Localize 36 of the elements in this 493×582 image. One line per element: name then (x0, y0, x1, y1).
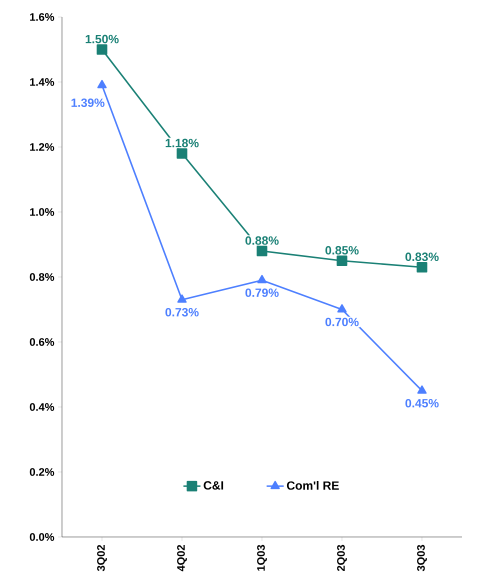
point (176, 148, 188, 159)
x-tick-label: 4Q02 (177, 544, 187, 572)
data-label: 1.18% (166, 138, 199, 148)
data-label: 0.73% (165, 308, 199, 316)
point (256, 246, 268, 256)
y-tick-label: 1.6% (30, 13, 54, 21)
data-label: 0.85% (325, 246, 359, 255)
x-tick-label: 2Q03 (337, 544, 347, 572)
data-label: 0.79% (245, 288, 279, 297)
y-tick-label: 1.2% (30, 143, 54, 151)
data-label: 0.88% (245, 236, 279, 245)
y-tick-label: 0.2% (30, 468, 54, 476)
x-tick-label: 3Q03 (417, 544, 427, 572)
y-tick-label: 0.0% (30, 533, 54, 541)
point (336, 255, 348, 266)
data-label: 1.50% (86, 34, 119, 44)
y-tick-label: 0.8% (30, 273, 54, 281)
y-tick-label: 1.4% (30, 78, 54, 86)
data-label: 1.39% (72, 98, 104, 107)
y-tick-label: 0.6% (30, 338, 54, 346)
point (177, 294, 187, 303)
point (417, 385, 427, 394)
point (257, 274, 267, 284)
legend-label: C&I (204, 481, 224, 490)
point (96, 44, 108, 55)
point (337, 304, 347, 313)
x-tick-label: 3Q02 (97, 544, 107, 572)
legend-label: Com'l RE (286, 481, 339, 490)
point (97, 80, 107, 88)
data-label: 0.70% (325, 318, 359, 326)
point (416, 262, 428, 273)
data-label: 0.45% (405, 398, 439, 408)
data-label: 0.83% (405, 252, 439, 262)
x-tick-label: 1Q03 (257, 544, 267, 571)
y-tick-label: 0.4% (30, 403, 54, 411)
y-tick-label: 1.0% (30, 208, 54, 216)
